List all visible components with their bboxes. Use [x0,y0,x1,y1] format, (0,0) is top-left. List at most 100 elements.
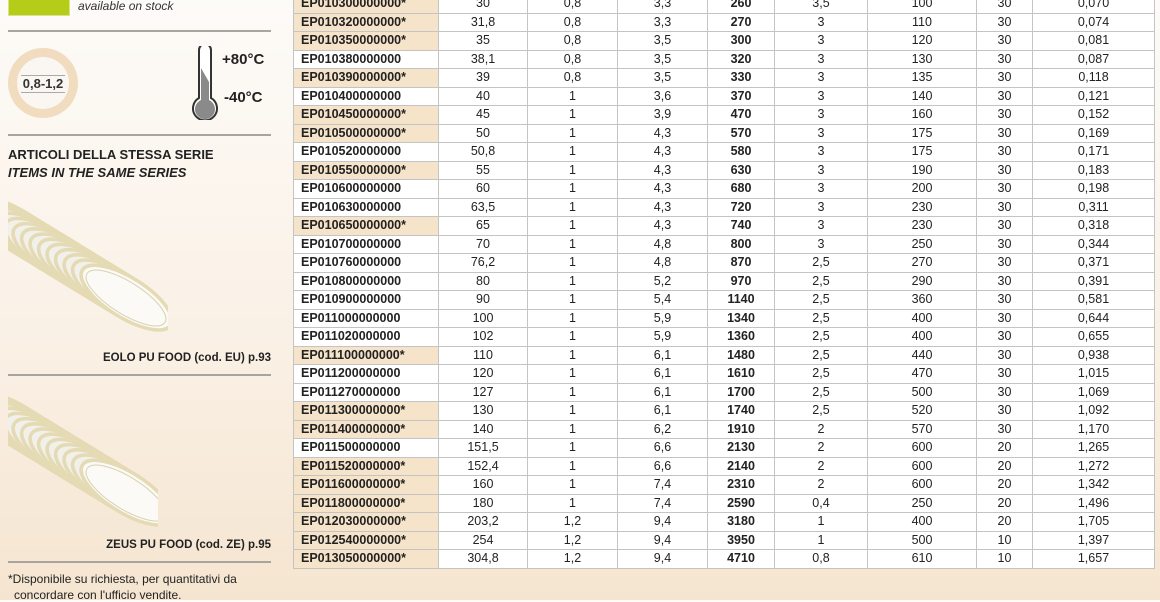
table-cell: 9,4 [617,530,708,550]
table-cell: 30 [976,419,1033,439]
footnote: concordare con l'ufficio vendite. [14,588,182,602]
table-cell: 570 [867,419,977,439]
table-cell: 1 [527,475,618,495]
table-row: EP011520000000* 152,4 1 6,6 2140 2 600 20 1,272 [293,456,1155,476]
table-cell: 102 [438,327,528,347]
table-cell: 970 [707,271,775,291]
article-code-cell: EP010350000000* [293,31,439,51]
table-cell: 30 [976,12,1033,32]
table-cell: 1700 [707,382,775,402]
table-cell: 0,311 [1032,197,1155,217]
table-row: EP010550000000* 55 1 4,3 630 3 190 30 0,183 [293,160,1155,180]
table-cell: 120 [438,364,528,384]
stock-label: available on stock [78,0,174,13]
table-cell: 3180 [707,512,775,532]
table-cell: 1,069 [1032,382,1155,402]
table-cell: 0,644 [1032,308,1155,328]
table-cell: 230 [867,216,977,236]
table-cell: 600 [867,456,977,476]
table-cell: 1 [527,364,618,384]
table-cell: 76,2 [438,253,528,273]
table-cell: 0,8 [527,12,618,32]
table-cell: 1 [527,327,618,347]
table-cell: 630 [707,160,775,180]
table-cell: 2,5 [774,364,868,384]
table-cell: 6,6 [617,438,708,458]
table-cell: 2310 [707,475,775,495]
table-cell: 6,2 [617,419,708,439]
table-cell: 55 [438,160,528,180]
table-cell: 30 [976,401,1033,421]
table-cell: 600 [867,438,977,458]
table-cell: 2,5 [774,382,868,402]
table-cell: 1 [527,234,618,254]
table-cell: 3 [774,160,868,180]
table-row: EP013050000000* 304,8 1,2 9,4 4710 0,8 610 10 1,… [293,549,1155,569]
table-cell: 1610 [707,364,775,384]
table-cell: 1,015 [1032,364,1155,384]
table-cell: 2,5 [774,401,868,421]
table-cell: 110 [867,12,977,32]
table-cell: 1 [527,197,618,217]
table-cell: 30 [976,142,1033,162]
related-item-caption[interactable]: EOLO PU FOOD (cod. EU) p.93 [102,352,271,364]
table-row: EP011300000000* 130 1 6,1 1740 2,5 520 30 1,092 [293,401,1155,421]
table-cell: 30 [976,105,1033,125]
table-row: EP012540000000* 254 1,2 9,4 3950 1 500 10 1,397 [293,530,1155,550]
article-code-cell: EP011270000000 [293,382,439,402]
article-code-cell: EP010520000000 [293,142,439,162]
eolo-hose-image [8,200,168,332]
table-cell: 1 [527,271,618,291]
table-cell: 31,8 [438,12,528,32]
divider [8,561,271,563]
table-cell: 3 [774,216,868,236]
table-cell: 30 [976,234,1033,254]
table-cell: 3 [774,49,868,69]
table-cell: 6,1 [617,364,708,384]
table-cell: 3,5 [617,49,708,69]
table-cell: 6,1 [617,382,708,402]
table-row: EP011000000000 100 1 5,9 1340 2,5 400 30 0,644 [293,308,1155,328]
table-cell: 1340 [707,308,775,328]
table-row: EP010500000000* 50 1 4,3 570 3 175 30 0,169 [293,123,1155,143]
table-cell: 30 [976,49,1033,69]
table-row: EP010380000000 38,1 0,8 3,5 320 3 130 30 0,087 [293,49,1155,69]
table-row: EP011100000000* 110 1 6,1 1480 2,5 440 30 0,938 [293,345,1155,365]
table-cell: 4710 [707,549,775,569]
table-cell: 135 [867,68,977,88]
table-cell: 30 [976,290,1033,310]
table-cell: 0,8 [527,68,618,88]
table-cell: 30 [976,68,1033,88]
table-cell: 80 [438,271,528,291]
table-cell: 740 [707,216,775,236]
table-cell: 290 [867,271,977,291]
table-cell: 870 [707,253,775,273]
table-cell: 400 [867,308,977,328]
table-cell: 1 [527,308,618,328]
table-cell: 230 [867,197,977,217]
table-cell: 0,8 [527,0,618,14]
footnote: *Disponibile su richiesta, per quantitat… [8,572,237,586]
related-item-caption[interactable]: ZEUS PU FOOD (cod. ZE) p.95 [106,539,271,551]
table-cell: 4,8 [617,234,708,254]
table-cell: 151,5 [438,438,528,458]
table-cell: 60 [438,179,528,199]
article-code-cell: EP010300000000* [293,0,439,14]
article-code-cell: EP010450000000* [293,105,439,125]
table-cell: 2590 [707,493,775,513]
divider [8,134,271,136]
article-code-cell: EP011520000000* [293,456,439,476]
table-cell: 470 [867,364,977,384]
table-cell: 360 [867,290,977,310]
table-row: EP010450000000* 45 1 3,9 470 3 160 30 0,152 [293,105,1155,125]
article-code-cell: EP011800000000* [293,493,439,513]
table-cell: 127 [438,382,528,402]
table-row: EP010300000000* 30 0,8 3,3 260 3,5 100 30 0,070 [293,0,1155,14]
table-cell: 1140 [707,290,775,310]
table-cell: 7,4 [617,475,708,495]
table-cell: 30 [976,197,1033,217]
table-cell: 1 [527,123,618,143]
table-cell: 320 [707,49,775,69]
table-cell: 30 [976,308,1033,328]
zeus-hose-image [8,395,158,527]
